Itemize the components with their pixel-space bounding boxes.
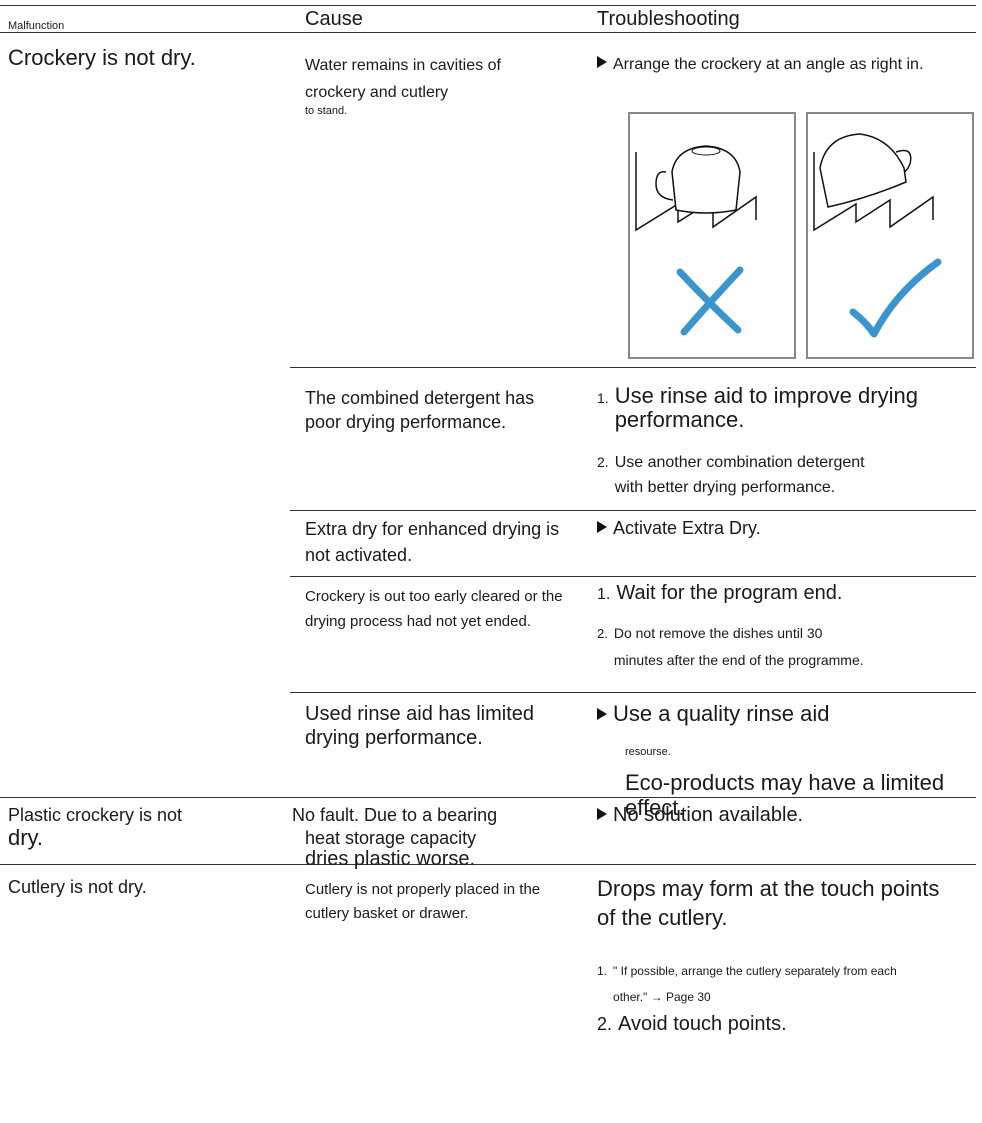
cause: Used rinse aid has limited drying perfor… [305,703,534,749]
cause: Extra dry for enhanced drying is not act… [305,519,560,565]
remedy: Arrange the crockery at an angle as righ… [597,51,982,79]
cause: Water remains in cavities of crockery an… [305,57,501,101]
check-mark [849,258,942,338]
remedy-item: 2. Do not remove the dishes until 30 minu… [597,620,867,674]
malfunction: Plastic crockery is not [8,805,183,825]
table-rule [290,576,976,577]
remedy: No solution available. [597,802,803,828]
malfunction: dry. [8,825,44,850]
item-number: 1. [597,390,609,406]
remedy-item: 2. Avoid touch points. [597,1013,917,1036]
cause: The combined detergent has poor drying p… [305,388,535,432]
remedy-text: Use rinse aid to improve drying performa… [614,383,918,432]
water [691,146,721,156]
table-rule [0,5,976,6]
header-cell: Malfunction [8,20,65,32]
cup-handle [655,171,674,201]
remedy-item: 1. " If possible, arrange the cutlery sep… [597,958,917,1010]
bullet-arrow [597,521,607,533]
table-rule [290,692,976,693]
cup [671,145,741,214]
cross-mark [676,266,744,336]
panel [806,112,974,359]
remedy-text: Drops may form at the touch points of th… [597,876,940,930]
remedy-text: Avoid touch points. [618,1013,787,1035]
remedy-text: Use a quality rinse aid [613,701,830,726]
remedy-text: Eco-products may have a limited effect. [625,770,945,820]
table-rule [0,864,976,865]
illustration [628,112,974,359]
remedy-item: 1. Wait for the program end. [597,582,957,605]
bullet-arrow [597,56,607,68]
remedy-item: 1. Use rinse aid to improve drying perfor… [597,384,927,432]
item-number: 2. [597,454,609,470]
bullet-arrow [597,708,607,720]
header-cell: Troubleshooting [597,8,740,30]
remedy-text: No solution available. [613,804,804,826]
item-number: 2. [597,1014,613,1034]
remedy-item: 2. Use another combination detergent with… [597,450,897,500]
malfunction: Cutlery is not dry. [8,877,147,897]
table-rule [0,32,976,33]
cup [819,133,907,208]
cause: Cutlery is not properly placed in the cu… [305,881,541,922]
cause: heat storage capacity [305,828,477,848]
item-number: 1. [597,964,608,978]
header-cell: Cause [305,8,363,30]
malfunction: Crockery is not dry. [8,45,196,70]
table-rule [290,510,976,511]
table-rule [290,367,976,368]
remedy-text: " If possible, arrange the cutlery separ… [613,964,897,1004]
cause: No fault. Due to a bearing [292,804,498,828]
remedy-text: Arrange the crockery at an angle as righ… [613,56,924,73]
remedy-text: Use another combination detergent with b… [614,454,865,496]
item-number: 1. [597,586,611,603]
cause: Crockery is out too early cleared or the… [305,588,563,630]
item-number: 2. [597,626,608,641]
remedy-text: Activate Extra Dry. [613,518,761,538]
bullet-arrow [597,808,607,820]
remedy-text: Wait for the program end. [616,582,843,604]
remedy-note: resourse. [625,746,671,758]
remedy: Activate Extra Dry. [597,517,761,540]
cause: dries plastic worse. [305,848,476,870]
table-rule [0,797,976,798]
remedy-text: Do not remove the dishes until 30 minute… [613,625,864,668]
remedy: Use a quality rinse aid [597,700,829,729]
cause-note: to stand. [305,105,348,117]
panel [628,112,796,359]
rack [813,152,934,232]
